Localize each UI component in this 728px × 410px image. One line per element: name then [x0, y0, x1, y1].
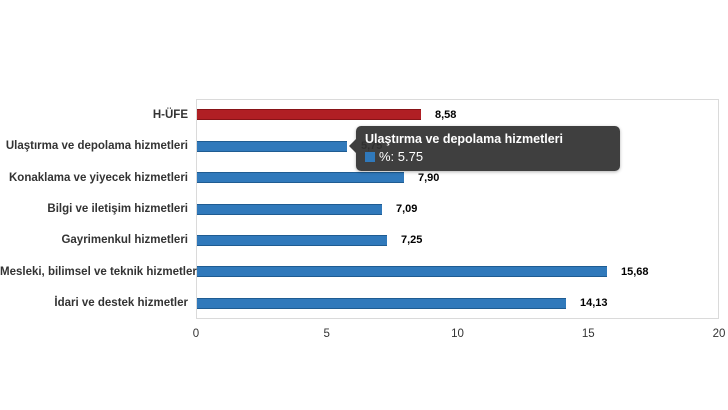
category-label: Mesleki, bilimsel ve teknik hizmetler [0, 265, 197, 278]
tooltip-value-row: %: 5.75 [365, 149, 611, 164]
value-label: 14,13 [580, 297, 608, 310]
x-tick-label: 5 [323, 328, 330, 340]
value-label: 7,90 [418, 171, 440, 184]
x-tick-label: 0 [192, 328, 200, 340]
bar[interactable] [197, 266, 607, 278]
bar[interactable] [197, 172, 404, 184]
tooltip: Ulaştırma ve depolama hizmetleri %: 5.75 [349, 126, 620, 171]
category-label: İdari ve destek hizmetler [54, 297, 188, 310]
tooltip-value: %: 5.75 [379, 149, 424, 164]
x-tick-label: 15 [581, 328, 595, 340]
value-label: 15,68 [621, 265, 649, 278]
category-label: Ulaştırma ve depolama hizmetleri [5, 140, 188, 153]
value-label: 8,58 [435, 108, 457, 121]
bar[interactable] [197, 297, 566, 309]
bar[interactable] [197, 109, 421, 121]
tooltip-title: Ulaştırma ve depolama hizmetleri [365, 132, 563, 146]
category-label: Bilgi ve iletişim hizmetleri [47, 203, 188, 215]
x-tick-label: 10 [451, 328, 464, 340]
bar[interactable] [197, 140, 347, 152]
value-label: 7,09 [396, 203, 418, 215]
bar[interactable] [197, 203, 382, 215]
bar[interactable] [197, 234, 387, 246]
series-swatch-icon [365, 151, 375, 162]
category-label: Gayrimenkul hizmetleri [61, 234, 188, 247]
category-label: H-ÜFE [152, 108, 188, 121]
tooltip-arrow-icon [349, 139, 356, 153]
value-label: 7,25 [401, 234, 423, 247]
x-tick-label: 20 [712, 328, 726, 340]
category-label: Konaklama ve yiyecek hizmetleri [9, 171, 188, 184]
